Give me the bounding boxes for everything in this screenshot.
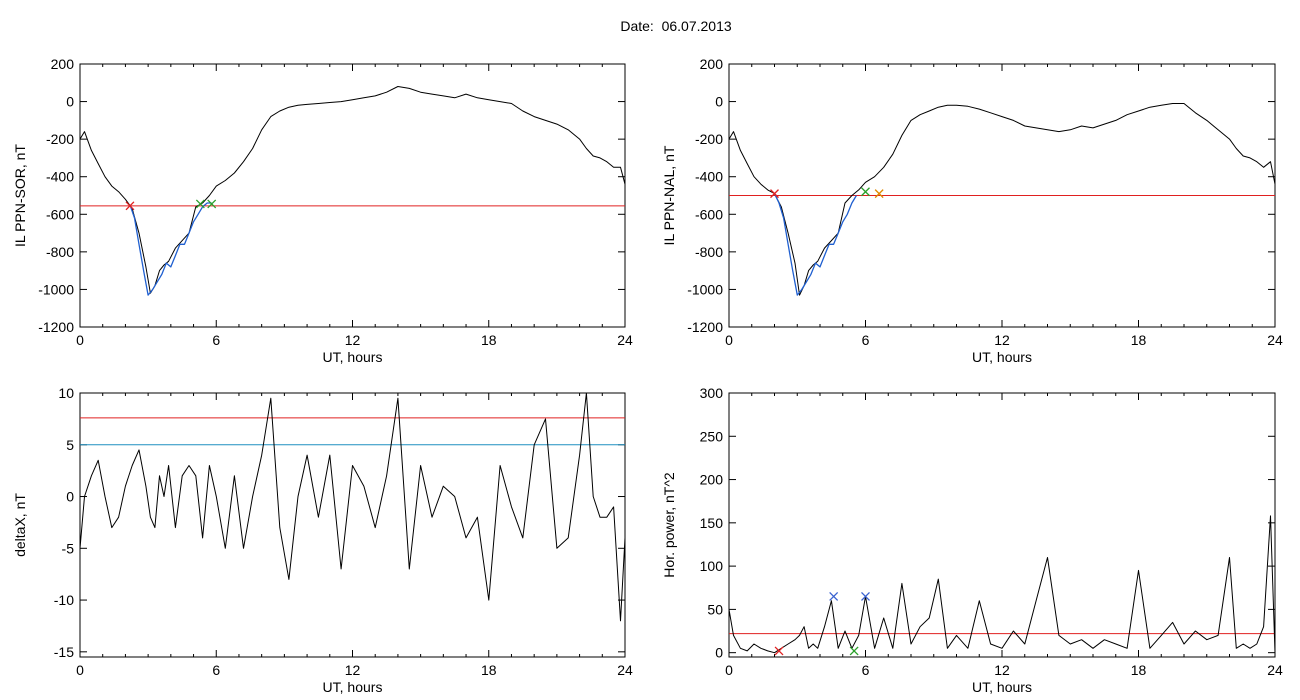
plot-frame — [728, 392, 1276, 658]
x-tick-label: 18 — [1131, 332, 1147, 348]
event-marker-stroke — [849, 646, 859, 656]
event-marker — [861, 187, 870, 197]
x-axis-label: UT, hours — [323, 679, 383, 695]
y-tick-label: 100 — [700, 558, 724, 574]
event-marker — [195, 199, 205, 209]
y-tick-label: 200 — [700, 472, 724, 488]
x-tick-label: 6 — [212, 662, 220, 678]
y-tick-label: -1200 — [687, 319, 723, 335]
event-marker-stroke — [195, 199, 205, 209]
y-tick-label: 0 — [66, 94, 74, 110]
x-tick-label: 0 — [76, 332, 84, 348]
plot-data-area — [729, 103, 1275, 296]
x-axis-label: UT, hours — [972, 349, 1032, 365]
y-tick-label: 0 — [715, 645, 723, 661]
plot-data-area — [80, 86, 625, 296]
y-axis-label: IL PPN-NAL, nT — [661, 145, 677, 245]
plot-frame — [79, 63, 626, 328]
y-tick-label: -10 — [54, 592, 74, 608]
y-tick-label: 0 — [715, 94, 723, 110]
series-line — [129, 202, 212, 296]
y-tick-label: -800 — [695, 244, 723, 260]
y-tick-label: -1000 — [38, 281, 74, 297]
event-marker-stroke — [861, 187, 870, 197]
y-axis-label: IL PPN-SOR, nT — [12, 144, 28, 247]
x-tick-label: 24 — [1267, 332, 1283, 348]
x-tick-label: 12 — [994, 662, 1010, 678]
y-tick-label: -200 — [695, 131, 723, 147]
series-line — [729, 103, 1275, 296]
x-tick-label: 12 — [345, 662, 361, 678]
x-tick-label: 0 — [76, 662, 84, 678]
panel-ppn-nal: 0 6 12 18 24 200 0 -200 -400 -600 -800 -1000 -1200 UT… — [661, 56, 1283, 365]
figure-title: Date: 06.07.2013 — [620, 18, 732, 34]
y-tick-label: -600 — [695, 206, 723, 222]
plot-data-area — [80, 393, 625, 622]
event-marker — [861, 591, 870, 601]
y-tick-label: 50 — [707, 601, 723, 617]
event-marker-stroke — [125, 201, 135, 211]
event-marker-stroke — [861, 591, 870, 601]
event-marker-stroke — [774, 646, 784, 656]
y-tick-label: 300 — [700, 385, 724, 401]
series-line — [729, 515, 1275, 654]
event-marker — [774, 646, 784, 656]
y-tick-label: -400 — [46, 169, 74, 185]
x-tick-label: 0 — [725, 662, 733, 678]
x-tick-label: 6 — [212, 332, 220, 348]
event-marker-stroke — [874, 189, 884, 199]
event-marker-stroke — [829, 591, 839, 601]
y-tick-label: 150 — [700, 515, 724, 531]
x-tick-label: 18 — [481, 332, 497, 348]
y-tick-label: -200 — [46, 131, 74, 147]
y-tick-label: -800 — [46, 244, 74, 260]
event-marker — [770, 189, 779, 199]
y-axis-label: Hor. power, nT^2 — [661, 472, 677, 578]
y-tick-label: -400 — [695, 169, 723, 185]
x-tick-label: 18 — [1131, 662, 1147, 678]
x-tick-label: 12 — [994, 332, 1010, 348]
y-tick-label: -15 — [54, 644, 74, 660]
series-line — [773, 193, 857, 296]
y-axis-label: deltaX, nT — [12, 493, 28, 557]
x-tick-label: 24 — [617, 332, 633, 348]
plot-data-area — [729, 515, 1275, 656]
y-tick-label: 10 — [58, 385, 74, 401]
panel-deltax: 0 6 12 18 24 10 5 0 -5 -10 -15 UT, hours deltaX, nT — [12, 385, 633, 695]
event-marker — [207, 199, 217, 209]
x-axis-label: UT, hours — [323, 349, 383, 365]
series-line — [80, 86, 625, 294]
y-tick-label: -1000 — [687, 281, 723, 297]
plot-frame — [79, 392, 626, 658]
x-tick-label: 6 — [862, 662, 870, 678]
x-tick-label: 24 — [617, 662, 633, 678]
x-tick-label: 0 — [725, 332, 733, 348]
event-marker — [125, 201, 135, 211]
y-tick-label: 250 — [700, 428, 724, 444]
event-marker — [829, 591, 839, 601]
y-tick-label: 0 — [66, 489, 74, 505]
event-marker-stroke — [770, 189, 779, 199]
panel-ppn-sor: 0 6 12 18 24 200 0 -200 -400 -600 -800 -1000 -1200 UT… — [12, 56, 633, 365]
event-marker-stroke — [207, 199, 217, 209]
y-tick-label: -600 — [46, 206, 74, 222]
event-marker — [874, 189, 884, 199]
panel-hor-power: 0 6 12 18 24 300 250 200 150 100 50 0 UT, hours Hor. … — [661, 385, 1283, 695]
series-line — [80, 393, 625, 622]
y-tick-label: -1200 — [38, 319, 74, 335]
y-tick-label: -5 — [62, 540, 75, 556]
y-tick-label: 5 — [66, 437, 74, 453]
event-marker — [849, 646, 859, 656]
x-tick-label: 18 — [481, 662, 497, 678]
y-tick-label: 200 — [51, 56, 75, 72]
x-tick-label: 24 — [1267, 662, 1283, 678]
x-tick-label: 6 — [862, 332, 870, 348]
x-tick-label: 12 — [345, 332, 361, 348]
y-tick-label: 200 — [700, 56, 724, 72]
x-axis-label: UT, hours — [972, 679, 1032, 695]
